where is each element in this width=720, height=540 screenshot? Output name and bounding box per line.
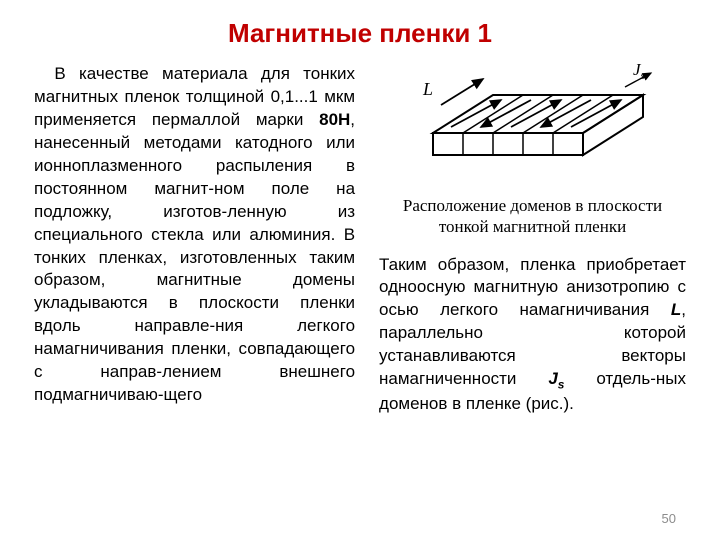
left-p1-b: , нанесенный методами катодного или ионн… <box>34 110 355 404</box>
right-p1-a: Таким образом, пленка приобретает одноос… <box>379 255 686 320</box>
left-p1-a: В качестве материала для тонких магнитны… <box>34 64 355 129</box>
left-column: В качестве материала для тонких магнитны… <box>34 63 373 416</box>
figure: L Js Расположение доменов в плоскости то… <box>379 63 686 238</box>
right-column: L Js Расположение доменов в плоскости то… <box>373 63 686 416</box>
content-area: В качестве материала для тонких магнитны… <box>0 63 720 416</box>
label-L: L <box>422 79 433 99</box>
page-number: 50 <box>662 511 676 526</box>
right-p1-Js: Js <box>548 369 564 388</box>
right-paragraph: Таким образом, пленка приобретает одноос… <box>379 254 686 416</box>
domain-diagram-svg: L Js <box>393 63 673 193</box>
left-paragraph: В качестве материала для тонких магнитны… <box>34 63 355 407</box>
title-text: Магнитные пленки 1 <box>228 18 492 48</box>
figure-caption: Расположение доменов в плоскости тонкой … <box>379 195 686 238</box>
right-p1-L: L <box>671 300 681 319</box>
slide-title: Магнитные пленки 1 <box>0 0 720 63</box>
left-p1-bold: 80Н <box>319 110 350 129</box>
